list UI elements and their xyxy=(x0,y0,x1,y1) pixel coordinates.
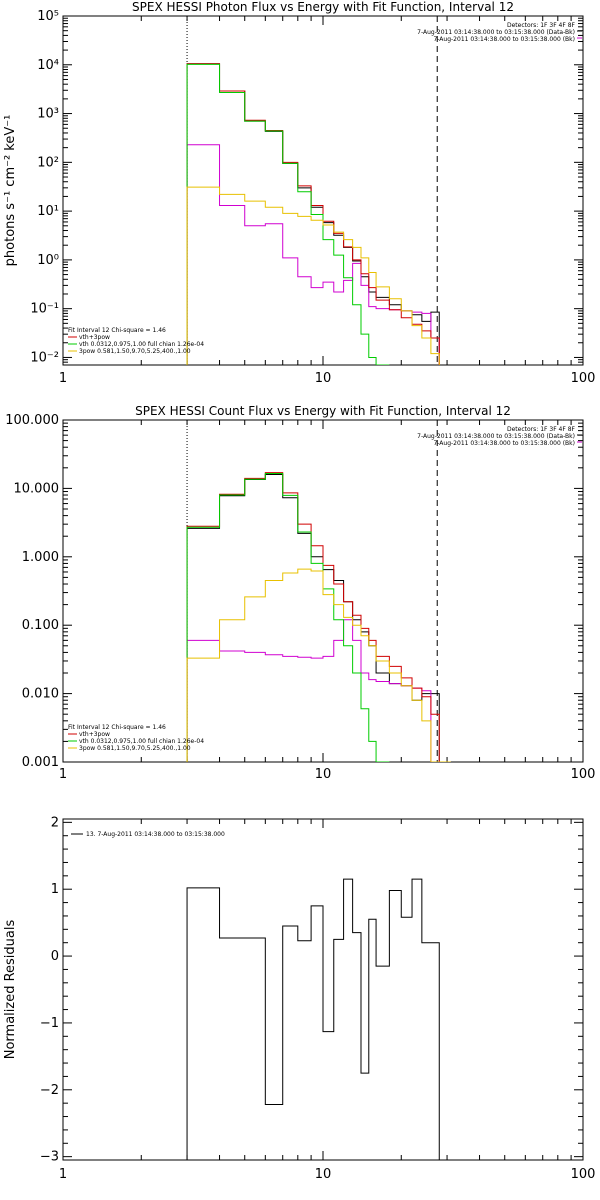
y-tick-label: −2 xyxy=(40,1083,59,1098)
y-tick-label: 0.001 xyxy=(22,755,59,770)
y-tick-label: 1.000 xyxy=(22,550,59,565)
legend-label: vth 0.0312,0.975,1.00 full chian 1.26e-0… xyxy=(79,341,204,348)
header-line: 7-Aug-2011 03:14:38.000 to 03:15:38.000 … xyxy=(417,29,575,36)
header-line: Detectors: 1F 3F 4F 8F xyxy=(507,22,576,29)
y-tick-label: 2 xyxy=(51,815,59,830)
series-vth-3pow xyxy=(186,472,440,762)
y-tick-label: 0.010 xyxy=(22,687,59,702)
legend-label: vth 0.0312,0.975,1.00 full chian 1.26e-0… xyxy=(79,738,204,745)
x-tick-label: 10 xyxy=(315,371,332,386)
y-tick-label: 0 xyxy=(51,949,59,964)
y-tick-label: 1 xyxy=(51,882,59,897)
series-data-bk xyxy=(186,473,440,762)
legend-label: 3pow 0.581,1.50,9.70,5.25,400.,1.00 xyxy=(79,745,191,752)
x-tick-label: 10 xyxy=(315,1167,332,1182)
x-tick-label: 100 xyxy=(571,767,596,782)
y-axis-label: Normalized Residuals xyxy=(3,920,18,1060)
header-line: 7-Aug-2011 03:14:38.000 to 03:15:38.000 … xyxy=(433,440,575,447)
y-tick-label: 10.000 xyxy=(14,481,60,496)
y-tick-label: 10² xyxy=(37,155,59,170)
legend-title: Fit Interval 12 Chi-square = 1.46 xyxy=(68,724,166,731)
plot-area xyxy=(186,472,451,762)
legend-label: vth+3pow xyxy=(79,334,110,341)
y-tick-label: 10⁴ xyxy=(37,58,59,73)
series-vth xyxy=(186,63,390,365)
y-tick-label: −3 xyxy=(40,1150,59,1165)
plot-area xyxy=(186,878,440,1160)
plot-frame xyxy=(62,15,584,366)
series-3pow xyxy=(186,568,451,762)
y-tick-label: 100.000 xyxy=(5,413,59,428)
y-tick-label: 10³ xyxy=(37,107,59,122)
y-tick-label: 10⁰ xyxy=(37,253,59,268)
chart-title: SPEX HESSI Count Flux vs Energy with Fit… xyxy=(135,404,511,418)
x-tick-label: 100 xyxy=(571,1167,596,1182)
y-tick-label: 10⁻² xyxy=(30,350,59,365)
y-tick-label: −1 xyxy=(40,1016,59,1031)
series-residuals xyxy=(186,878,440,1160)
series-3pow xyxy=(186,186,440,365)
y-axis-label: photons s⁻¹ cm⁻² keV⁻¹ xyxy=(3,115,18,267)
chart-1: SPEX HESSI Photon Flux vs Energy with Fi… xyxy=(3,0,595,386)
series-bk xyxy=(186,144,440,365)
x-tick-label: 1 xyxy=(59,371,67,386)
plot-area xyxy=(186,63,440,365)
series-bk xyxy=(186,619,440,762)
x-tick-label: 100 xyxy=(571,371,596,386)
legend-label: vth+3pow xyxy=(79,731,110,738)
chart-3: Normalized Residuals 1 10 100 −3 −2 −1 0 1 2 13. 7… xyxy=(3,815,595,1182)
y-tick-label: 10⁵ xyxy=(37,9,59,24)
y-tick-label: 10⁻¹ xyxy=(30,302,59,317)
legend-label: 3pow 0.581,1.50,9.70,5.25,400.,1.00 xyxy=(79,348,191,355)
series-vth xyxy=(186,473,390,762)
y-tick-label: 10¹ xyxy=(37,204,59,219)
legend-title: Fit Interval 12 Chi-square = 1.46 xyxy=(68,327,166,334)
header-line: 7-Aug-2011 03:14:38.000 to 03:15:38.000 … xyxy=(417,433,575,440)
x-tick-label: 1 xyxy=(59,767,67,782)
header-line: Detectors: 1F 3F 4F 8F xyxy=(507,426,576,433)
legend-label: 13. 7-Aug-2011 03:14:38.000 to 03:15:38.… xyxy=(86,831,225,838)
header-line: 7-Aug-2011 03:14:38.000 to 03:15:38.000 … xyxy=(433,36,575,43)
x-tick-label: 1 xyxy=(59,1167,67,1182)
y-tick-label: 0.100 xyxy=(22,618,59,633)
x-tick-label: 10 xyxy=(315,767,332,782)
chart-title: SPEX HESSI Photon Flux vs Energy with Fi… xyxy=(132,0,514,14)
chart-2: SPEX HESSI Count Flux vs Energy with Fit… xyxy=(5,404,595,782)
